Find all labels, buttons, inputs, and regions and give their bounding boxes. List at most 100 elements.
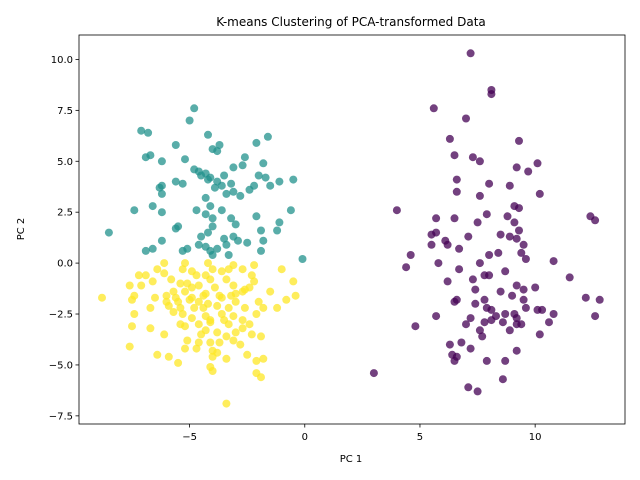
y-axis-label: PC 2 <box>16 218 27 241</box>
data-point <box>181 322 189 331</box>
data-point <box>240 153 249 162</box>
data-point <box>227 214 236 223</box>
data-point <box>533 159 542 168</box>
data-point <box>501 356 510 365</box>
data-point <box>432 312 441 321</box>
data-point <box>192 206 201 215</box>
data-point <box>480 295 489 304</box>
data-point <box>392 206 401 215</box>
data-point <box>512 320 521 329</box>
data-point <box>222 240 231 249</box>
data-point <box>169 308 178 316</box>
data-point <box>501 267 510 276</box>
data-point <box>224 303 233 312</box>
data-point <box>515 204 523 213</box>
data-point <box>238 287 247 296</box>
data-point <box>238 316 247 325</box>
data-point <box>192 271 201 280</box>
data-point <box>213 328 222 337</box>
data-point <box>190 104 199 113</box>
data-point <box>128 295 136 304</box>
data-point <box>452 187 461 196</box>
x-axis-label: PC 1 <box>340 454 363 465</box>
data-point <box>151 293 159 302</box>
data-point <box>247 330 256 339</box>
data-point <box>455 265 464 274</box>
data-point <box>222 354 231 363</box>
data-point <box>208 214 217 223</box>
data-point <box>171 141 180 149</box>
data-point <box>217 310 226 318</box>
data-point <box>206 338 215 347</box>
data-point <box>208 251 217 259</box>
data-point <box>213 147 222 156</box>
data-point <box>134 271 143 280</box>
data-point <box>498 318 507 327</box>
data-point <box>485 179 494 188</box>
data-point <box>462 320 470 329</box>
data-point <box>157 208 166 217</box>
data-point <box>445 340 454 349</box>
data-point <box>252 310 261 318</box>
data-point <box>464 383 473 392</box>
data-point <box>217 181 226 190</box>
data-point <box>236 191 245 200</box>
data-point <box>160 269 169 278</box>
data-point <box>480 318 489 327</box>
data-point <box>153 265 162 274</box>
y-tick-label: 0.0 <box>57 259 73 270</box>
data-point <box>146 303 155 312</box>
data-point <box>204 130 212 139</box>
data-point <box>220 234 229 243</box>
data-point <box>369 369 378 378</box>
data-point <box>213 244 222 253</box>
data-point <box>224 320 233 329</box>
data-point <box>501 310 510 318</box>
data-point <box>208 222 217 231</box>
data-point <box>457 338 466 347</box>
data-point <box>194 320 203 329</box>
data-point <box>512 163 521 172</box>
data-point <box>194 338 203 347</box>
data-point <box>155 183 164 192</box>
data-point <box>275 177 284 186</box>
data-point <box>515 226 523 235</box>
data-point <box>210 183 219 192</box>
data-point <box>162 291 171 300</box>
data-point <box>174 358 183 367</box>
data-point <box>475 157 484 166</box>
axes-frame <box>78 34 626 425</box>
data-point <box>443 277 452 286</box>
data-point <box>204 228 212 237</box>
data-point <box>192 344 201 353</box>
data-point <box>229 312 238 321</box>
data-point <box>277 265 286 274</box>
points-layer <box>98 49 604 408</box>
data-point <box>181 259 189 268</box>
data-point <box>231 328 240 337</box>
data-point <box>229 187 238 196</box>
data-point <box>148 244 157 253</box>
data-point <box>519 295 528 304</box>
data-point <box>157 157 166 166</box>
data-point <box>434 259 443 268</box>
data-point <box>257 246 265 255</box>
data-point <box>206 275 215 284</box>
data-point <box>450 297 459 306</box>
data-point <box>485 271 494 280</box>
data-point <box>259 303 268 312</box>
data-point <box>234 236 242 245</box>
data-point <box>257 373 265 382</box>
data-point <box>190 303 199 312</box>
data-point <box>148 277 157 286</box>
data-point <box>510 218 519 227</box>
data-point <box>494 248 503 257</box>
data-point <box>286 206 295 215</box>
data-point <box>224 251 233 259</box>
data-point <box>183 336 192 345</box>
data-point <box>194 240 203 249</box>
data-point <box>250 261 259 270</box>
data-point <box>266 287 275 296</box>
data-point <box>496 287 505 296</box>
data-point <box>252 138 261 147</box>
